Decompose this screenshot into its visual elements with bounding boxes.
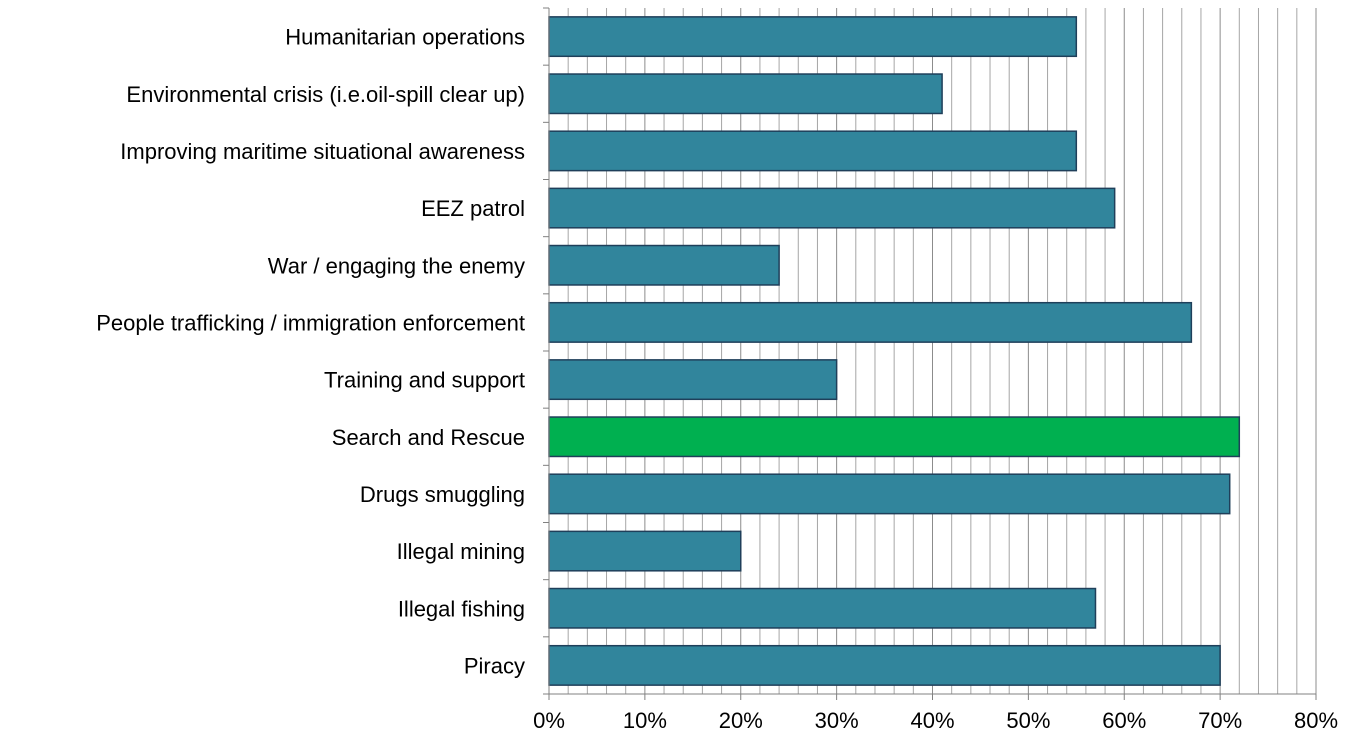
category-label: Illegal fishing (398, 596, 525, 621)
category-label: EEZ patrol (421, 196, 525, 221)
x-tick-label: 70% (1198, 708, 1242, 733)
category-label: Training and support (324, 368, 525, 393)
x-tick-label: 0% (533, 708, 565, 733)
category-labels: Humanitarian operations Environmental cri… (96, 25, 525, 679)
bar-eez-patrol (548, 187, 1116, 229)
bar-environmental-crisis-i-e-oil-spill-clear-up (548, 73, 943, 115)
bar-war-engaging-the-enemy (548, 244, 780, 286)
bar-illegal-fishing (548, 587, 1097, 629)
gridlines (567, 8, 1317, 694)
x-tick-label: 60% (1102, 708, 1146, 733)
x-tick-label: 80% (1294, 708, 1338, 733)
category-label: Improving maritime situational awareness (120, 139, 525, 164)
bar-people-trafficking-immigration-enforcement (548, 301, 1193, 343)
category-label: Environmental crisis (i.e.oil-spill clea… (126, 82, 525, 107)
category-label: Illegal mining (397, 539, 525, 564)
x-tick-label: 50% (1006, 708, 1050, 733)
category-label: Piracy (464, 653, 525, 678)
x-tick-label: 30% (815, 708, 859, 733)
bar-humanitarian-operations (548, 16, 1078, 58)
category-label: People trafficking / immigration enforce… (96, 310, 525, 335)
category-label: War / engaging the enemy (268, 253, 525, 278)
bar-training-and-support (548, 359, 838, 401)
category-label: Drugs smuggling (360, 482, 525, 507)
bar-drugs-smuggling (548, 473, 1231, 515)
x-tick-label: 10% (623, 708, 667, 733)
category-label: Search and Rescue (332, 425, 525, 450)
x-tick-labels: 0% 10% 20% 30% 40% 50% 60% 70% 80% (533, 708, 1338, 733)
axes (543, 7, 1317, 700)
bar-improving-maritime-situational-awareness (548, 130, 1078, 172)
category-label: Humanitarian operations (285, 25, 525, 50)
bar-illegal-mining (548, 530, 742, 572)
x-tick-label: 40% (910, 708, 954, 733)
x-tick-label: 20% (719, 708, 763, 733)
bar-piracy (548, 644, 1221, 686)
bars (548, 16, 1241, 686)
bar-search-and-rescue (548, 416, 1241, 458)
